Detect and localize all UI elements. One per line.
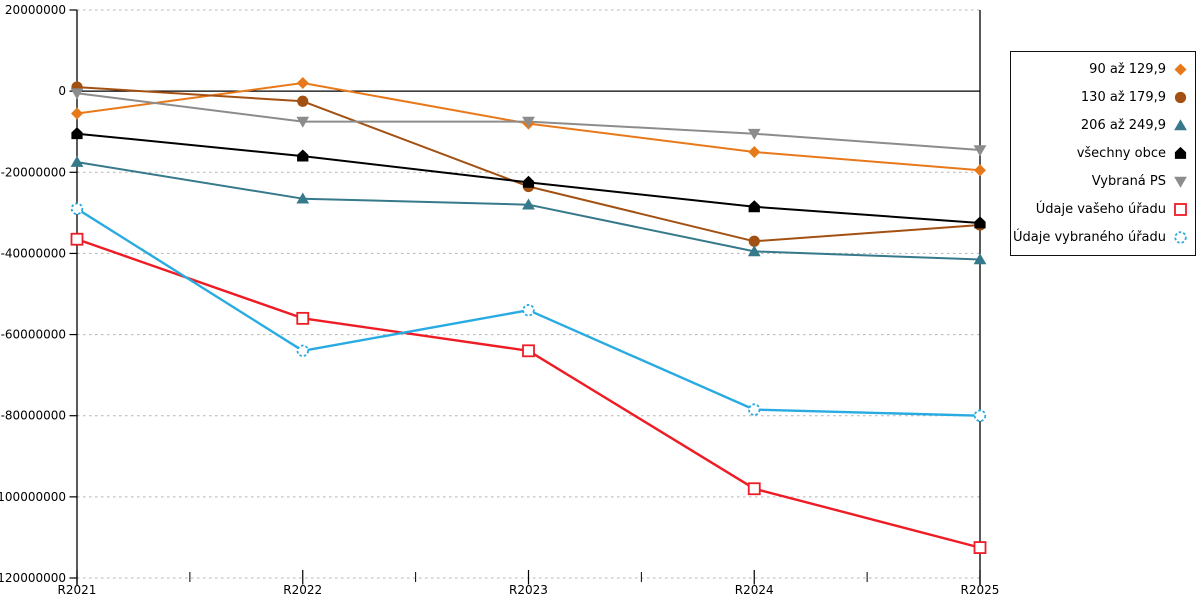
- legend-item-206-a-249-9: 206 až 249,9: [1011, 112, 1195, 139]
- legend-item-label: 130 až 179,9: [1080, 90, 1166, 105]
- house-marker-icon: [71, 127, 83, 140]
- circle-marker-icon: [748, 235, 760, 247]
- legend-marker: [1174, 203, 1187, 216]
- y-tick-label: -60000000: [1, 328, 66, 342]
- legend-marker: [1174, 176, 1187, 188]
- legend-item-daje-vybran-ho-adu: Údaje vybraného úřadu: [1011, 224, 1195, 251]
- house-marker-icon: [1174, 146, 1187, 159]
- legend: 90 až 129,9 130 až 179,9 206 až 249,9 všech…: [1010, 51, 1196, 256]
- y-tick-label: -40000000: [1, 246, 66, 260]
- circle-marker-icon: [1174, 91, 1187, 104]
- open-square-marker-icon: [973, 541, 987, 554]
- y-tick-label: 0: [58, 84, 66, 98]
- y-tick-label: -80000000: [1, 409, 66, 423]
- open-circle-marker-icon: [1174, 231, 1187, 244]
- legend-item-label: Vybraná PS: [1091, 174, 1166, 189]
- x-tick-label: R2021: [58, 583, 97, 597]
- triangle-up-marker-icon: [296, 192, 310, 204]
- triangle-up-marker-icon: [70, 155, 84, 167]
- triangle-down-marker-icon: [70, 88, 84, 100]
- legend-item-label: Údaje vybraného úřadu: [1012, 230, 1166, 245]
- x-tick-label: R2023: [509, 583, 548, 597]
- house-marker-icon: [522, 175, 535, 188]
- open-square-marker-icon: [522, 344, 535, 358]
- triangle-up-marker-icon: [1174, 119, 1187, 131]
- legend-item-vybran-ps: Vybraná PS: [1011, 168, 1195, 195]
- circle-marker-icon: [297, 95, 309, 107]
- diamond-marker-icon: [71, 107, 83, 120]
- triangle-down-marker-icon: [296, 116, 310, 128]
- legend-marker: [1174, 91, 1187, 104]
- legend-item-daje-va-eho-adu: Údaje vašeho úřadu: [1011, 196, 1195, 223]
- open-circle-marker-icon: [522, 304, 535, 317]
- open-square-marker-icon: [1174, 203, 1187, 216]
- open-circle-marker-icon: [296, 344, 309, 358]
- y-tick-label: -120000000: [0, 571, 66, 585]
- legend-item-label: všechny obce: [1076, 146, 1166, 161]
- house-marker-icon: [974, 216, 986, 229]
- open-square-marker-icon: [296, 311, 310, 325]
- triangle-up-marker-icon: [522, 198, 535, 210]
- triangle-up-marker-icon: [747, 245, 761, 257]
- x-tick-label: R2022: [283, 583, 322, 597]
- x-tick-label: R2025: [961, 583, 1000, 597]
- triangle-down-marker-icon: [973, 145, 987, 157]
- legend-marker: [1174, 231, 1187, 244]
- house-marker-icon: [748, 200, 760, 213]
- house-marker-icon: [297, 149, 309, 162]
- triangle-down-marker-icon: [522, 116, 535, 128]
- legend-item-label: 206 až 249,9: [1080, 118, 1166, 133]
- diamond-marker-icon: [748, 146, 761, 158]
- open-circle-marker-icon: [973, 409, 987, 422]
- series-line-daje-va-eho-adu: [75, 237, 982, 549]
- triangle-up-marker-icon: [973, 253, 987, 265]
- x-tick-label: R2024: [735, 583, 774, 597]
- diamond-marker-icon: [1174, 63, 1187, 76]
- open-square-marker-icon: [747, 482, 761, 496]
- legend-item-130-a-179-9: 130 až 179,9: [1011, 84, 1195, 111]
- y-tick-label: 20000000: [5, 3, 66, 17]
- legend-item-v-echny-obce: všechny obce: [1011, 140, 1195, 167]
- triangle-down-marker-icon: [747, 128, 761, 140]
- diamond-marker-icon: [296, 77, 309, 89]
- triangle-down-marker-icon: [1174, 176, 1187, 188]
- y-tick-label: -100000000: [0, 490, 66, 504]
- legend-marker: [1174, 146, 1187, 159]
- open-circle-marker-icon: [748, 403, 761, 416]
- diamond-marker-icon: [974, 164, 986, 177]
- legend-item-label: Údaje vašeho úřadu: [1035, 202, 1166, 217]
- y-tick-label: -20000000: [1, 165, 66, 179]
- open-circle-marker-icon: [70, 202, 84, 216]
- legend-marker: [1174, 119, 1187, 131]
- legend-item-90-a-129-9: 90 až 129,9: [1011, 56, 1195, 83]
- open-square-marker-icon: [70, 232, 84, 246]
- legend-item-label: 90 až 129,9: [1089, 62, 1166, 77]
- legend-marker: [1174, 63, 1187, 76]
